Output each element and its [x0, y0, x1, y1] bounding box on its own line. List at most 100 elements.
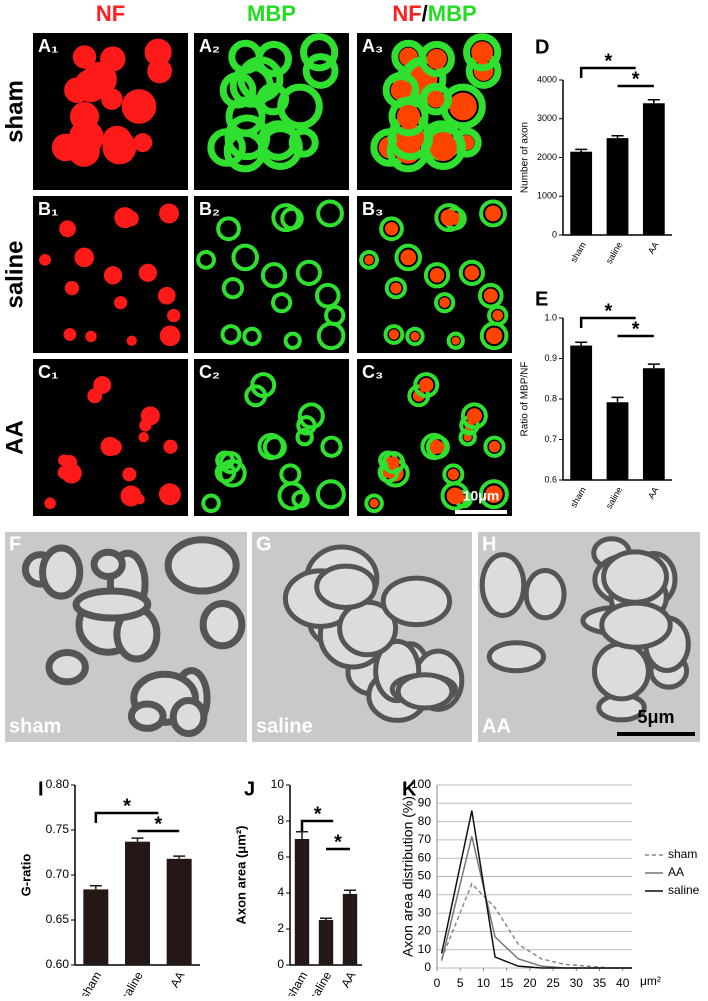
- myelinated-axon: [380, 575, 453, 628]
- myelinated-axon: [599, 600, 673, 650]
- error-bar: [131, 837, 144, 842]
- y-axis-label: Axon area distribution (%): [400, 796, 416, 957]
- axon: [485, 327, 503, 345]
- myelin-ring: [324, 304, 346, 327]
- myelinated-axon: [486, 640, 547, 674]
- row-label: saline: [1, 240, 28, 308]
- header-part: MBP: [428, 1, 477, 26]
- myelinated-axon: [45, 649, 89, 686]
- x-tick-label: sham: [568, 485, 588, 509]
- axon: [120, 485, 142, 507]
- y-tick-label: 10: [271, 777, 285, 791]
- myelin-ring: [295, 259, 323, 286]
- myelin-ring: [216, 216, 241, 242]
- myelin-ring: [271, 203, 301, 233]
- myelin-ring: [283, 331, 302, 350]
- significance-star: *: [605, 300, 613, 322]
- myelin-ring: [425, 435, 450, 460]
- myelin-ring: [220, 324, 242, 345]
- y-tick-label: 8: [277, 813, 284, 827]
- myelin-ring: [419, 82, 453, 116]
- panel-label: A₃: [362, 36, 383, 56]
- panel-label: F: [9, 533, 21, 555]
- myelinated-axon: [601, 549, 669, 605]
- y-tick-label: 0.65: [46, 912, 70, 926]
- y-tick-label: 60: [418, 850, 432, 864]
- myelin-ring: [359, 249, 379, 270]
- significance-star: *: [334, 831, 342, 853]
- y-tick-label: 0: [424, 960, 431, 974]
- x-unit: μm²: [640, 974, 661, 988]
- axon: [70, 101, 100, 131]
- column-header: NF: [96, 1, 125, 26]
- myelin-ring: [201, 493, 221, 514]
- legend-label: saline: [668, 883, 700, 897]
- error-bar: [344, 889, 356, 894]
- myelin-ring: [364, 493, 384, 514]
- axon: [440, 209, 458, 227]
- bar: [570, 151, 593, 235]
- y-tick-label: 90: [418, 795, 432, 809]
- significance-bracket: [579, 66, 636, 78]
- axon: [471, 41, 494, 64]
- panel-label: G: [256, 533, 272, 555]
- header-part: /: [422, 1, 428, 26]
- axon: [114, 296, 128, 310]
- myelin-ring: [477, 282, 504, 309]
- y-tick-label: 6: [277, 849, 284, 863]
- bar: [125, 841, 150, 965]
- bar: [166, 858, 192, 965]
- myelin-ring: [446, 331, 465, 350]
- bar: [570, 345, 593, 480]
- myelin-ring: [483, 435, 506, 458]
- axon: [449, 92, 477, 121]
- axon: [114, 207, 136, 229]
- myelin-ring: [256, 82, 290, 116]
- myelinated-axon: [199, 600, 246, 650]
- significance-star: *: [605, 50, 613, 72]
- x-tick-label: AA: [338, 969, 358, 990]
- myelin-ring: [224, 114, 271, 161]
- axon: [446, 487, 464, 505]
- axon: [364, 255, 374, 265]
- panel-label: C₂: [199, 362, 220, 382]
- legend-label: sham: [668, 847, 697, 861]
- x-tick-label: saline: [118, 969, 146, 996]
- group-label: AA: [482, 715, 511, 737]
- y-tick-label: 100: [411, 777, 431, 791]
- myelin-ring: [262, 435, 287, 460]
- panel-label: I: [38, 778, 44, 800]
- myelin-ring: [242, 326, 262, 347]
- myelin-ring: [379, 216, 404, 242]
- axon: [59, 220, 76, 238]
- x-tick-label: saline: [307, 969, 335, 996]
- column-header: NF/MBP: [392, 1, 476, 26]
- x-tick-label: saline: [604, 240, 624, 265]
- axon: [396, 104, 421, 129]
- axon: [102, 130, 137, 165]
- myelin-ring: [250, 372, 277, 399]
- axon: [387, 456, 400, 469]
- axon: [122, 467, 137, 482]
- myelin-ring: [314, 282, 341, 309]
- panel-label: K: [402, 778, 417, 800]
- myelin-ring: [218, 450, 243, 475]
- x-tick-label: sham: [77, 969, 104, 996]
- y-tick-label: 0.6: [544, 474, 557, 484]
- myelin-ring: [225, 96, 266, 137]
- scale-bar-label: 10μm: [463, 488, 500, 504]
- panel-label: E: [535, 288, 548, 310]
- myelin-ring: [388, 96, 429, 137]
- axon: [61, 454, 78, 471]
- y-tick-label: 0.9: [544, 353, 557, 363]
- x-tick-label: AA: [646, 240, 661, 255]
- axon: [466, 408, 482, 424]
- x-tick-label: 35: [593, 976, 607, 990]
- error-bar: [575, 148, 588, 152]
- axon: [133, 133, 153, 153]
- myelin-ring: [460, 402, 488, 430]
- axon: [488, 441, 501, 453]
- myelin-ring: [260, 262, 288, 289]
- myelin-ring: [423, 262, 451, 289]
- x-tick-label: 5: [457, 976, 464, 990]
